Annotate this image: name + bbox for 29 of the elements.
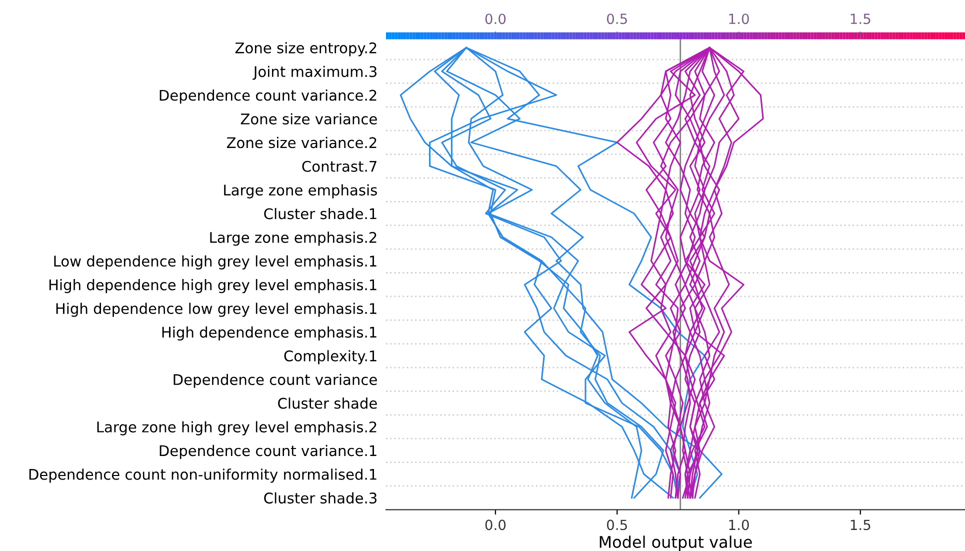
y-tick-label: High dependence low grey level emphasis.1: [56, 302, 376, 317]
y-tick-label: Complexity.1: [284, 350, 376, 364]
x-axis-title: Model output value: [600, 536, 752, 551]
x-tick-label: 0.0: [485, 520, 506, 530]
y-tick-label: Zone size variance.2: [226, 136, 376, 148]
y-tick-label: Large zone emphasis: [224, 184, 377, 198]
y-tick-label: High dependence emphasis.1: [162, 326, 376, 341]
y-tick-label: Cluster shade.3: [264, 492, 376, 504]
x-tick-label: 1.0: [729, 520, 749, 530]
x2-tick-label: 1.0: [729, 14, 749, 24]
y-tick-label: Dependence count variance.2: [160, 90, 376, 104]
y-tick-label: Dependence count variance.1: [160, 444, 376, 460]
y-tick-label: Cluster shade.1: [264, 208, 376, 220]
y-tick-label: Zone size entropy.2: [235, 42, 376, 56]
x2-tick-label: 0.0: [485, 14, 506, 24]
y-tick-label: Cluster shade: [278, 398, 377, 409]
y-tick-label: Dependence count variance: [174, 374, 377, 388]
x2-tick-label: 0.5: [606, 14, 627, 24]
x2-tick-label: 1.5: [850, 14, 870, 24]
x-tick-label: 0.5: [606, 520, 627, 530]
x-tick-label: 1.5: [850, 520, 870, 530]
y-tick-label: Low dependence high grey level emphasis.1: [54, 255, 376, 270]
y-tick-label: Large zone high grey level emphasis.2: [97, 421, 376, 436]
y-tick-label: Contrast.7: [302, 160, 376, 172]
y-tick-label: Zone size variance: [240, 113, 377, 124]
y-tick-label: Large zone emphasis.2: [210, 232, 376, 246]
y-tick-label: Dependence count non-uniformity normalised.1: [29, 468, 376, 483]
y-tick-label: High dependence high grey level emphasis.1: [49, 279, 376, 294]
y-tick-label: Joint maximum.3: [252, 66, 376, 80]
